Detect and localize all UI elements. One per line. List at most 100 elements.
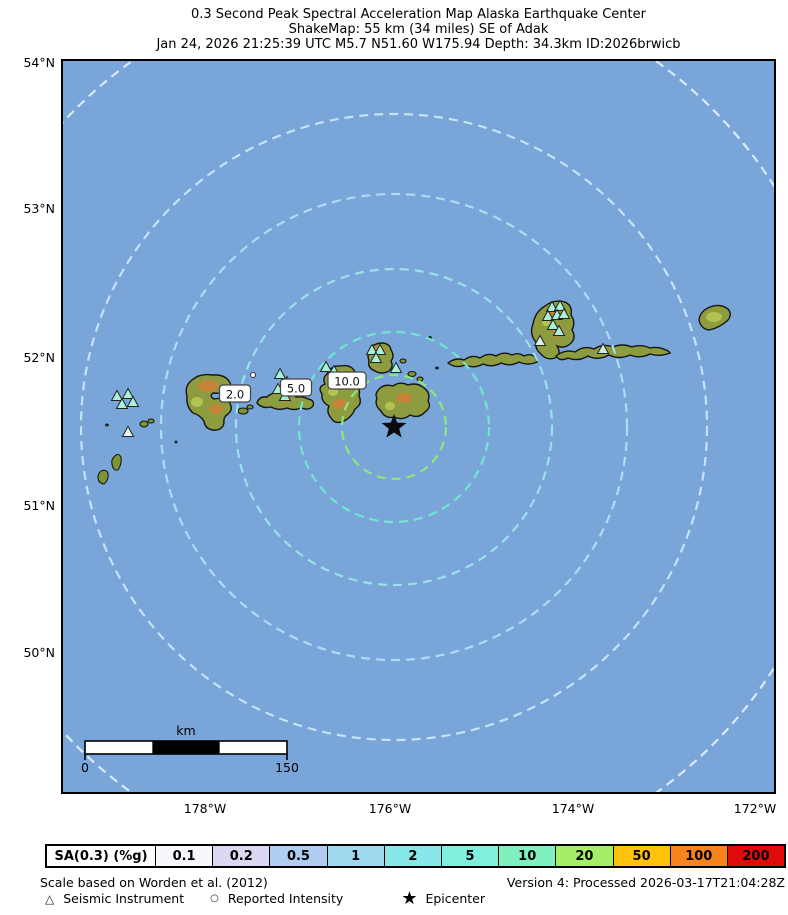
island [250, 372, 256, 378]
lon-label: 178°W [184, 801, 226, 816]
scalebar-ticks [84, 754, 288, 760]
contour-label-text: 2.0 [226, 388, 244, 402]
terrain-patch [333, 399, 347, 409]
colorbar-cell-100: 100 [669, 846, 727, 866]
colorbar-title: SA(0.3) (%g) [47, 846, 155, 866]
island [237, 407, 249, 415]
terrain-patch [706, 312, 722, 322]
seismic-station-marker [553, 299, 567, 311]
epicenter-icon: ★ [401, 887, 418, 909]
island [435, 366, 439, 370]
island [555, 344, 672, 361]
island [399, 358, 407, 364]
island [446, 352, 538, 368]
seismic-station-marker [369, 351, 383, 363]
terrain-patch [328, 388, 338, 396]
epicenter-star [381, 414, 407, 438]
island [174, 440, 178, 444]
island [111, 453, 122, 471]
seismic-station-marker [121, 425, 135, 437]
seismic-station-marker [546, 318, 560, 330]
lat-label: 52°N [23, 350, 55, 365]
island [139, 420, 149, 428]
seismic-station-marker [533, 334, 547, 346]
terrain-patch [191, 397, 203, 407]
lat-label: 51°N [23, 498, 55, 513]
colorbar-cell-10: 10 [498, 846, 556, 866]
map-title-block: 0.3 Second Peak Spectral Acceleration Ma… [62, 7, 775, 52]
lon-label: 174°W [552, 801, 594, 816]
colorbar-cell-200: 200 [726, 846, 785, 866]
terrain-patch [209, 404, 223, 414]
contour-label-box [279, 378, 313, 397]
footer-legend: △ Seismic Instrument ○ Reported Intensit… [45, 887, 785, 909]
sa-contour-layer [62, 60, 775, 793]
seismic-station-marker [115, 397, 129, 409]
island [407, 370, 417, 378]
seismic-station-marker [557, 307, 571, 319]
seismic-instrument-label: Seismic Instrument [63, 891, 185, 906]
lon-label: 176°W [369, 801, 411, 816]
title-line-2: ShakeMap: 55 km (34 miles) SE of Adak [288, 22, 549, 37]
map-frame [61, 59, 776, 794]
scalebar-segment [152, 741, 220, 754]
scalebar-end: 150 [275, 760, 299, 775]
seismic-station-marker [126, 395, 140, 407]
reported-intensity-icon: ○ [210, 893, 219, 904]
terrain-patch [396, 393, 412, 403]
lon-label: 172°W [734, 801, 776, 816]
colorbar-cell-0.1: 0.1 [155, 846, 213, 866]
reported-intensity-label: Reported Intensity [227, 891, 344, 906]
terrain-patch [198, 380, 218, 392]
contour-label-text: 10.0 [334, 375, 360, 389]
contour-label-box [218, 384, 252, 403]
epicenter-label: Epicenter [425, 891, 485, 906]
island [246, 404, 254, 410]
seismic-station-marker [365, 343, 379, 355]
map-overlay-layer: 2.0 5.0 10.0 km 0 150 54°N 53°N 52°N 51°N 50°N 178°… [23, 55, 776, 816]
colorbar-cell-2: 2 [383, 846, 441, 866]
colorbar-cell-1: 1 [326, 846, 384, 866]
station-marker-layer [110, 299, 610, 437]
seismic-instrument-icon: △ [45, 891, 55, 906]
lat-label: 54°N [23, 55, 55, 70]
lat-label: 53°N [23, 201, 55, 216]
scale-note: Scale based on Worden et al. (2012) [40, 875, 268, 890]
colorbar-cell-20: 20 [555, 846, 613, 866]
sa-contour-0.5 [79, 112, 709, 742]
title-line-3: Jan 24, 2026 21:25:39 UTC M5.7 N51.60 W1… [156, 37, 681, 52]
lat-label: 50°N [23, 645, 55, 660]
seismic-station-marker [373, 343, 387, 355]
contour-label-text: 5.0 [287, 382, 305, 396]
footer-row-1: Scale based on Worden et al. (2012) Vers… [40, 875, 785, 890]
shakemap-canvas: 2.0 5.0 10.0 km 0 150 54°N 53°N 52°N 51°N 50°N 178°… [23, 55, 776, 816]
island [105, 423, 109, 427]
sa-contour-5 [297, 330, 491, 524]
seismic-station-marker [552, 324, 566, 336]
colorbar-cell-0.5: 0.5 [269, 846, 327, 866]
contour-label-box [327, 371, 367, 390]
sa-contour-1 [159, 192, 629, 662]
seismic-station-marker [596, 342, 610, 354]
seismic-station-marker [541, 309, 555, 321]
sa-contour-2 [234, 267, 554, 587]
version-note: Version 4: Processed 2026-03-17T21:04:28… [506, 875, 785, 890]
title-line-1: 0.3 Second Peak Spectral Acceleration Ma… [191, 7, 646, 22]
seismic-station-marker [273, 367, 287, 379]
scalebar-start: 0 [81, 760, 89, 775]
island [416, 376, 424, 382]
seismic-station-marker [319, 360, 333, 372]
island [97, 469, 109, 485]
seismic-station-marker [389, 361, 403, 373]
colorbar-cell-0.2: 0.2 [212, 846, 270, 866]
sa-contour-10 [340, 373, 448, 481]
island [147, 418, 155, 424]
sa-colorbar: SA(0.3) (%g) 0.1 0.2 0.5 1 2 5 10 20 50 100 200 [45, 844, 786, 868]
seismic-station-marker [110, 389, 124, 401]
colorbar-cell-50: 50 [612, 846, 670, 866]
seismic-station-marker [121, 387, 135, 399]
terrain-patch [385, 402, 395, 410]
scalebar-unit: km [176, 723, 195, 738]
ocean-layer [62, 60, 775, 793]
